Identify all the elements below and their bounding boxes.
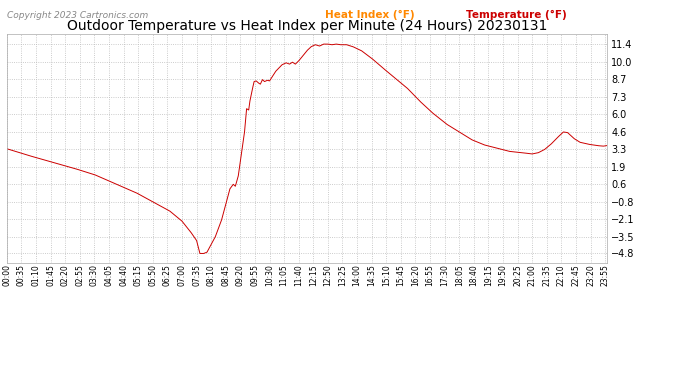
Text: Temperature (°F): Temperature (°F) (466, 10, 567, 20)
Text: Copyright 2023 Cartronics.com: Copyright 2023 Cartronics.com (7, 11, 148, 20)
Text: Heat Index (°F): Heat Index (°F) (325, 10, 415, 20)
Title: Outdoor Temperature vs Heat Index per Minute (24 Hours) 20230131: Outdoor Temperature vs Heat Index per Mi… (67, 19, 547, 33)
